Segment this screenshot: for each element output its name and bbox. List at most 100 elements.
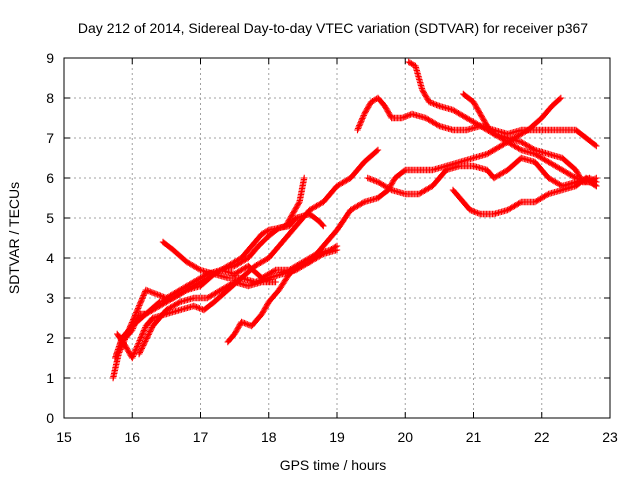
data-point bbox=[265, 288, 282, 306]
data-point bbox=[490, 167, 510, 182]
data-point bbox=[582, 134, 599, 149]
data-point bbox=[593, 142, 600, 150]
data-point bbox=[557, 94, 565, 102]
data-point bbox=[210, 287, 230, 306]
data-point bbox=[306, 199, 326, 214]
y-tick-label: 7 bbox=[46, 130, 54, 146]
data-point bbox=[504, 155, 524, 174]
x-tick-label: 22 bbox=[534, 429, 550, 445]
data-point bbox=[245, 262, 264, 281]
data-point bbox=[419, 86, 432, 104]
series-track-7 bbox=[224, 94, 565, 346]
y-tick-label: 2 bbox=[46, 330, 54, 346]
data-point bbox=[415, 183, 435, 198]
data-point bbox=[114, 330, 128, 348]
data-point bbox=[374, 146, 382, 154]
data-point bbox=[265, 239, 285, 262]
data-point bbox=[425, 98, 442, 109]
data-point bbox=[289, 200, 302, 218]
data-point bbox=[518, 138, 537, 153]
data-point bbox=[204, 287, 223, 302]
y-tick-label: 1 bbox=[46, 370, 54, 386]
data-point bbox=[190, 271, 210, 286]
data-point bbox=[296, 176, 308, 206]
x-tick-label: 17 bbox=[193, 429, 209, 445]
data-point bbox=[361, 100, 374, 118]
data-point bbox=[306, 210, 322, 225]
data-point bbox=[531, 191, 551, 206]
data-point bbox=[320, 227, 340, 250]
data-point bbox=[231, 320, 244, 338]
data-point bbox=[405, 58, 418, 69]
data-point bbox=[306, 243, 326, 266]
data-point bbox=[197, 271, 217, 290]
data-point bbox=[545, 174, 565, 189]
data-point bbox=[374, 178, 394, 193]
data-point bbox=[142, 315, 155, 330]
data-point bbox=[248, 312, 265, 330]
data-point bbox=[470, 98, 483, 116]
data-point bbox=[463, 114, 483, 129]
data-point bbox=[286, 215, 299, 230]
data-point bbox=[504, 199, 524, 214]
data-point bbox=[449, 186, 466, 204]
data-point bbox=[149, 307, 169, 330]
data-point bbox=[483, 143, 503, 158]
y-tick-label: 0 bbox=[46, 410, 54, 426]
data-point bbox=[391, 167, 408, 182]
data-point bbox=[572, 126, 589, 141]
data-point bbox=[122, 312, 139, 342]
data-point bbox=[449, 106, 469, 121]
data-point bbox=[582, 174, 599, 189]
data-point bbox=[477, 110, 490, 128]
data-point bbox=[258, 300, 272, 318]
data-point bbox=[333, 175, 353, 190]
data-point bbox=[301, 174, 308, 182]
data-point bbox=[170, 287, 189, 302]
data-point bbox=[163, 299, 182, 314]
data-point bbox=[483, 122, 497, 137]
data-point bbox=[170, 246, 189, 265]
x-tick-label: 15 bbox=[56, 429, 72, 445]
data-point bbox=[347, 159, 367, 182]
data-point bbox=[436, 122, 455, 133]
data-point bbox=[593, 182, 600, 190]
y-tick-label: 6 bbox=[46, 170, 54, 186]
data-point bbox=[183, 258, 203, 273]
y-axis-label: SDTVAR / TECUs bbox=[6, 182, 22, 294]
data-point bbox=[361, 147, 380, 166]
x-tick-label: 21 bbox=[466, 429, 482, 445]
data-point bbox=[275, 272, 292, 294]
data-point bbox=[231, 255, 251, 270]
y-tick-label: 5 bbox=[46, 210, 54, 226]
data-point bbox=[538, 104, 555, 122]
x-tick-label: 19 bbox=[329, 429, 345, 445]
data-point bbox=[159, 238, 176, 253]
data-point bbox=[429, 167, 449, 190]
series-track-11 bbox=[364, 154, 600, 198]
data-point bbox=[279, 223, 299, 246]
data-point bbox=[258, 227, 271, 238]
data-point bbox=[231, 263, 251, 278]
data-point bbox=[460, 90, 476, 105]
data-point bbox=[466, 206, 483, 217]
data-point bbox=[224, 331, 237, 346]
chart-title: Day 212 of 2014, Sidereal Day-to-day VTE… bbox=[78, 20, 588, 36]
data-point bbox=[245, 244, 261, 262]
series-track-4 bbox=[122, 242, 341, 342]
data-points bbox=[109, 58, 600, 382]
data-point bbox=[333, 208, 353, 234]
series-track-5 bbox=[135, 278, 279, 358]
data-point bbox=[142, 286, 158, 297]
data-point bbox=[490, 130, 510, 145]
series-track-12 bbox=[449, 174, 600, 218]
series-track-2 bbox=[112, 210, 327, 362]
y-tick-label: 3 bbox=[46, 290, 54, 306]
data-point bbox=[238, 318, 254, 329]
data-point bbox=[135, 324, 149, 346]
data-point bbox=[422, 114, 442, 129]
data-point bbox=[460, 198, 473, 213]
data-point bbox=[296, 259, 312, 270]
data-point bbox=[545, 158, 565, 173]
data-point bbox=[286, 263, 302, 278]
